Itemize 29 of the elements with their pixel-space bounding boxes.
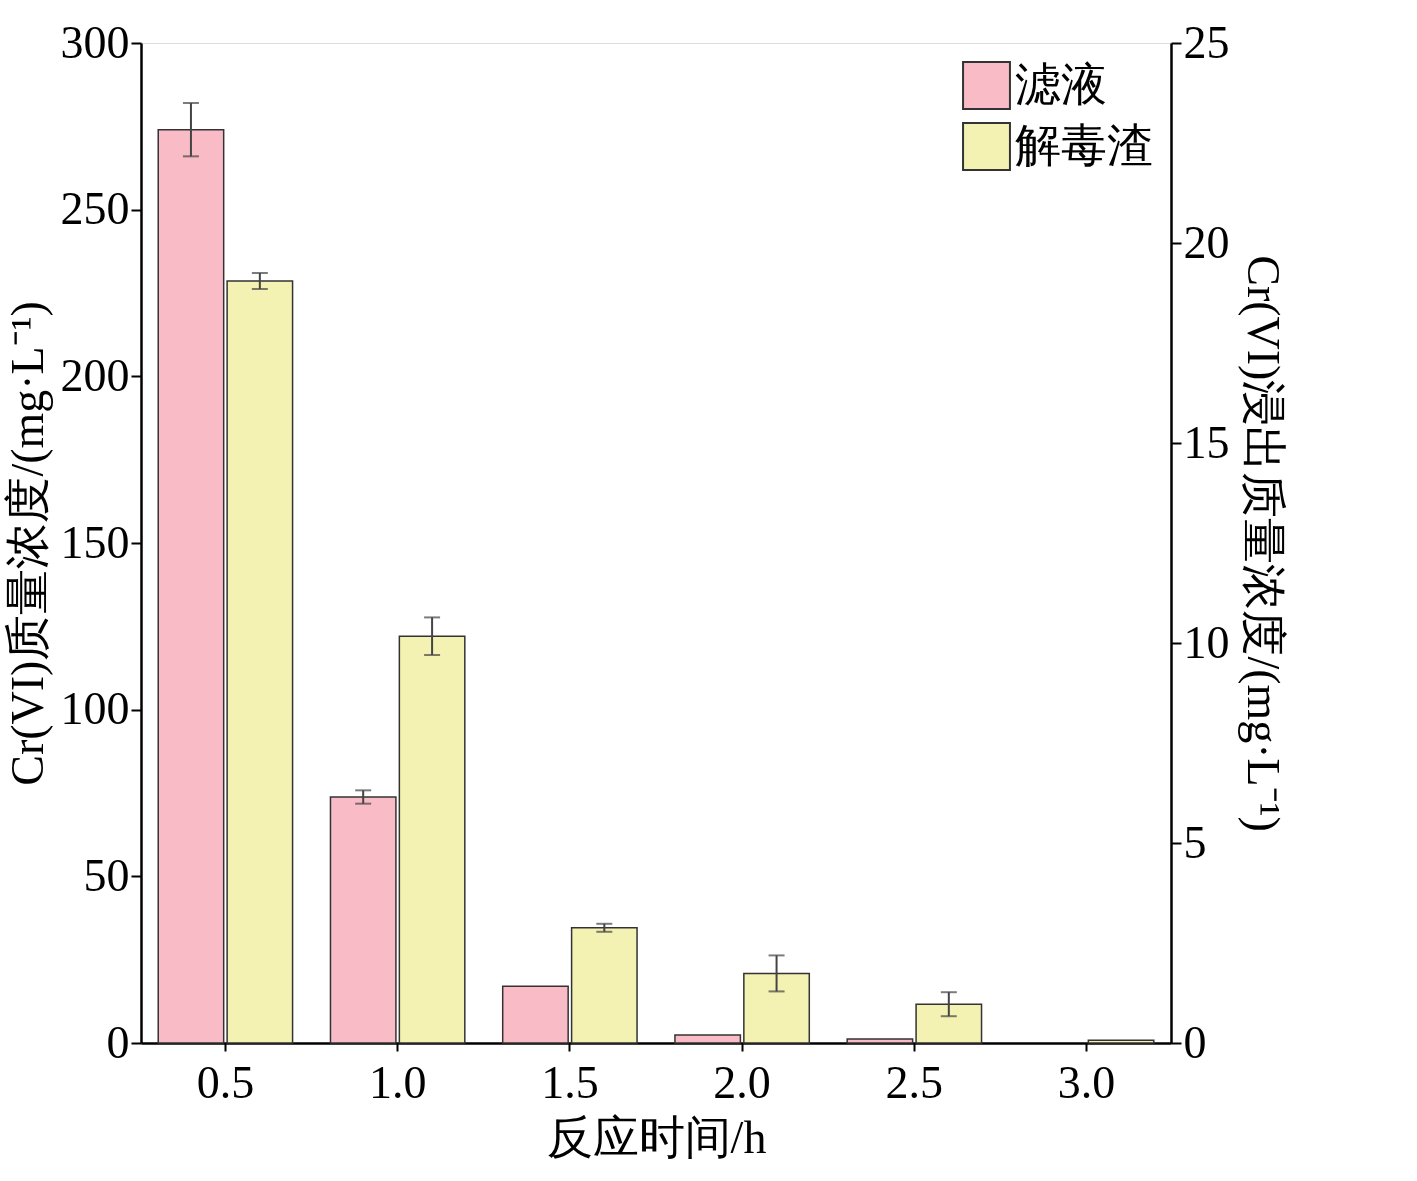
x-tick-label: 2.5 xyxy=(885,1056,944,1108)
x-tick-label: 1.0 xyxy=(368,1056,427,1108)
y-tick-label: 50 xyxy=(83,849,130,901)
bar xyxy=(674,1034,742,1044)
x-tick-label: 3.0 xyxy=(1057,1056,1116,1108)
x-tick-label: 0.5 xyxy=(196,1056,255,1108)
y-tick-label: 100 xyxy=(60,683,130,735)
y-tick-label: 250 xyxy=(60,183,130,235)
bar xyxy=(915,1003,983,1044)
bar xyxy=(743,972,811,1044)
legend-label: 滤液 xyxy=(1015,58,1107,110)
y-tick-label: 0 xyxy=(106,1016,130,1068)
y2-tick-label: 20 xyxy=(1183,216,1230,268)
y2-tick-label: 5 xyxy=(1183,816,1207,868)
x-tick-label: 1.5 xyxy=(541,1056,599,1108)
y-axis-title: Cr(VI)质量浓度/(mg·L⁻¹) xyxy=(1,301,53,786)
y-tick-label: 150 xyxy=(60,516,130,568)
y2-tick-label: 0 xyxy=(1183,1016,1207,1068)
y2-tick-label: 10 xyxy=(1183,616,1230,668)
bar xyxy=(846,1038,914,1044)
y-tick-label: 200 xyxy=(60,349,130,401)
y2-tick-label: 15 xyxy=(1183,416,1230,468)
x-axis-title: 反应时间/h xyxy=(546,1111,767,1163)
y2-axis-title: Cr(VI)浸出质量浓度/(mg·L⁻¹) xyxy=(1237,255,1289,832)
y2-tick-label: 25 xyxy=(1183,16,1230,68)
x-tick-label: 2.0 xyxy=(713,1056,771,1108)
legend-label: 解毒渣 xyxy=(1015,119,1153,171)
y-tick-label: 300 xyxy=(60,16,130,68)
bar xyxy=(1087,1039,1155,1044)
